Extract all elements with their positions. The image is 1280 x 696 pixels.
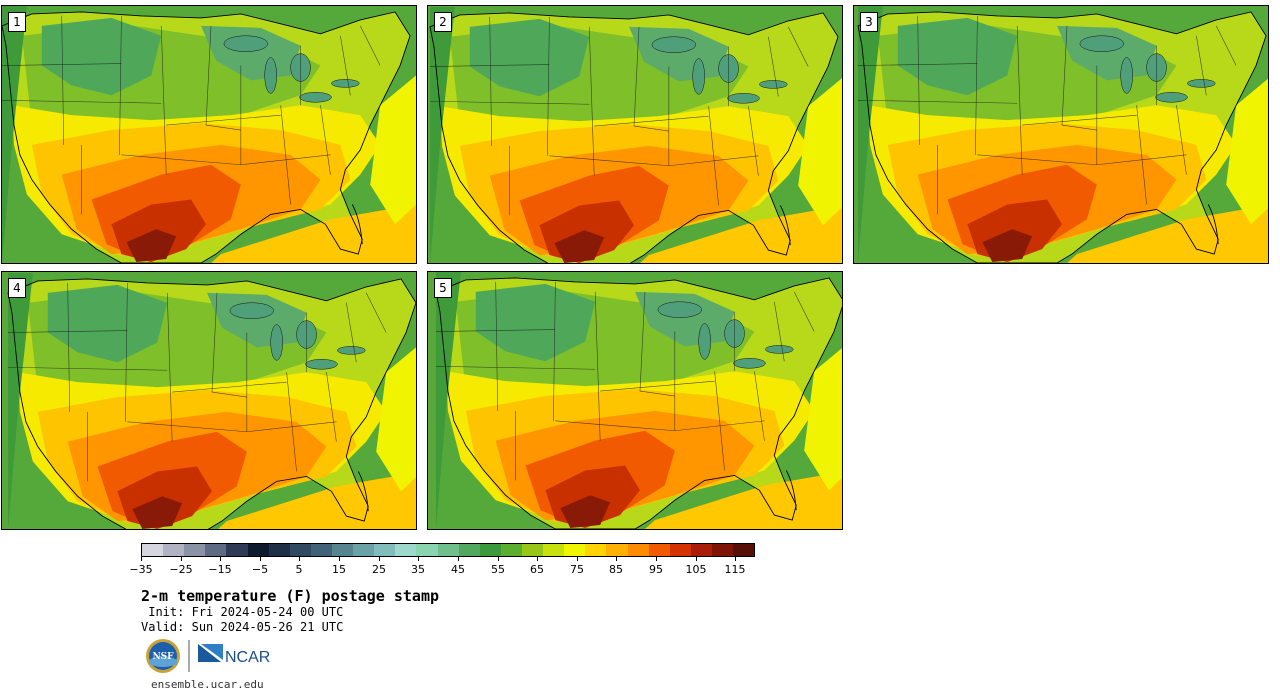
init-label: Init: (148, 605, 185, 619)
temperature-colorbar (141, 543, 755, 557)
colorbar-tick (577, 557, 578, 561)
member-number-label: 2 (434, 12, 452, 32)
member-number-label: 5 (434, 278, 452, 298)
colorbar-tick-label: 75 (570, 563, 584, 576)
colorbar-swatch (543, 544, 565, 556)
colorbar-tick (735, 557, 736, 561)
colorbar-tick-label: 25 (372, 563, 386, 576)
member-3-map-panel: 3 (853, 5, 1269, 264)
valid-time-line: Valid: Sun 2024-05-26 21 UTC (141, 620, 343, 634)
colorbar-tick (616, 557, 617, 561)
colorbar-tick-label: 115 (724, 563, 746, 576)
colorbar-tick-label: 105 (685, 563, 707, 576)
colorbar-tick-label: 35 (411, 563, 425, 576)
temperature-map (857, 6, 1268, 263)
colorbar-swatch (627, 544, 649, 556)
colorbar-swatch (310, 544, 332, 556)
colorbar-swatch (479, 544, 501, 556)
colorbar-swatch (521, 544, 544, 556)
colorbar-swatch (395, 544, 417, 556)
colorbar-tick (141, 557, 142, 561)
member-number-label: 3 (860, 12, 878, 32)
colorbar-swatch (500, 544, 522, 556)
colorbar-swatch (458, 544, 480, 556)
colorbar-swatch (711, 544, 734, 556)
colorbar-swatch (437, 544, 459, 556)
colorbar-swatch (690, 544, 712, 556)
colorbar-swatch (416, 544, 438, 556)
colorbar-tick (656, 557, 657, 561)
colorbar-swatch (606, 544, 628, 556)
colorbar-swatch (142, 544, 164, 556)
temperature-map (2, 6, 416, 263)
colorbar-swatch (205, 544, 227, 556)
colorbar-tick (418, 557, 419, 561)
colorbar-tick-labels: −35 −25 −15 −5 5 15 25 35 45 55 65 75 85 95 105 115 (129, 557, 755, 577)
nsf-logo: NSF (146, 639, 180, 673)
member-number-label: 4 (8, 278, 26, 298)
colorbar-tick (537, 557, 538, 561)
colorbar-swatch (268, 544, 290, 556)
valid-label: Valid: (141, 620, 185, 634)
init-time-value: Fri 2024-05-24 00 UTC (191, 605, 344, 619)
temperature-map (7, 272, 416, 529)
member-number-label: 1 (8, 12, 26, 32)
colorbar-tick-label: 85 (609, 563, 623, 576)
colorbar-tick-label: 95 (649, 563, 663, 576)
colorbar-swatch (585, 544, 607, 556)
colorbar-tick (696, 557, 697, 561)
valid-time-value: Sun 2024-05-26 21 UTC (191, 620, 344, 634)
member-4-map-panel: 4 (1, 271, 417, 530)
colorbar-swatch (184, 544, 206, 556)
colorbar-tick-label: 5 (295, 563, 303, 576)
colorbar-tick (181, 557, 182, 561)
member-2-map-panel: 2 (427, 5, 843, 264)
colorbar-swatch (163, 544, 185, 556)
colorbar-swatch (289, 544, 311, 556)
figure-title: 2-m temperature (F) postage stamp (141, 587, 440, 605)
colorbar-swatch (648, 544, 670, 556)
colorbar-tick (260, 557, 261, 561)
website-label: ensemble.ucar.edu (151, 678, 264, 691)
colorbar-tick-label: −35 (129, 563, 153, 576)
colorbar-tick (299, 557, 300, 561)
colorbar-tick-label: −25 (169, 563, 193, 576)
colorbar-swatch (353, 544, 375, 556)
colorbar-tick-label: 65 (530, 563, 544, 576)
colorbar-tick (339, 557, 340, 561)
colorbar-tick-label: 55 (491, 563, 505, 576)
colorbar-swatch (733, 544, 755, 556)
member-5-map-panel: 5 (427, 271, 843, 530)
ncar-logo: NCAR (198, 644, 270, 666)
colorbar-swatch (374, 544, 396, 556)
nsf-logo-text: NSF (152, 652, 174, 662)
colorbar-tick (379, 557, 380, 561)
member-1-map-panel: 1 (1, 5, 417, 264)
colorbar-tick-label: 15 (332, 563, 346, 576)
temperature-map (435, 272, 842, 529)
colorbar-swatch (247, 544, 269, 556)
colorbar-tick (498, 557, 499, 561)
colorbar-tick (220, 557, 221, 561)
colorbar-swatch (331, 544, 354, 556)
temperature-map (429, 6, 842, 263)
colorbar-tick-label: −15 (208, 563, 232, 576)
colorbar-swatch (669, 544, 691, 556)
colorbar-tick-label: 45 (451, 563, 465, 576)
colorbar-swatch (564, 544, 586, 556)
colorbar-tick (458, 557, 459, 561)
init-time-line: Init: Fri 2024-05-24 00 UTC (141, 605, 343, 619)
colorbar-swatch (226, 544, 248, 556)
colorbar-tick-label: −5 (251, 563, 269, 576)
logos-block: NSF NCAR (146, 639, 270, 673)
ncar-logo-text: NCAR (225, 649, 270, 666)
